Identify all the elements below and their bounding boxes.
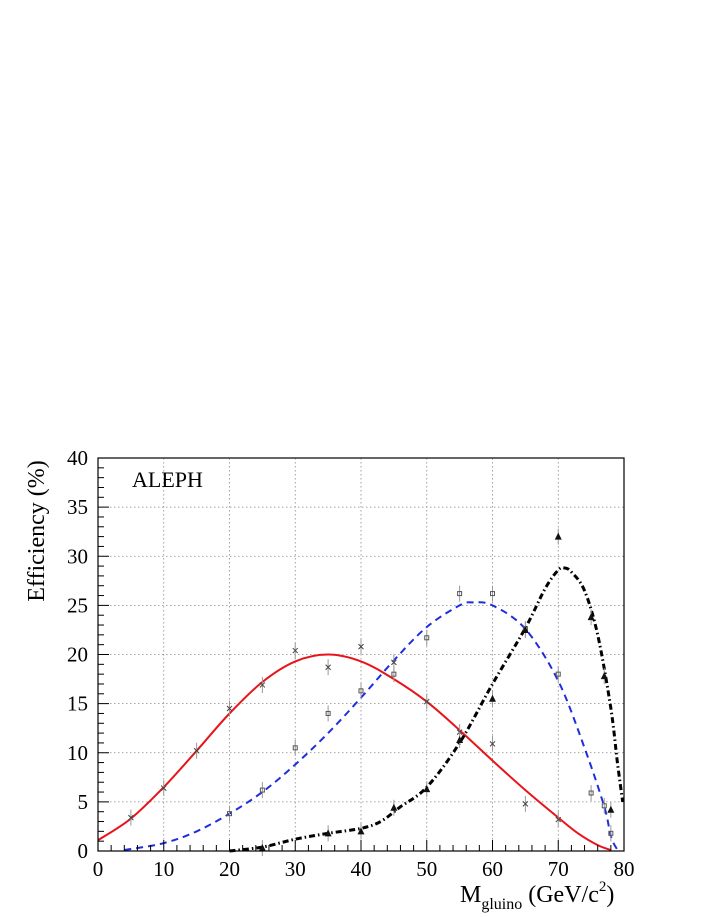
y-tick-label: 20 (67, 643, 88, 667)
x-tick-label: 70 (548, 857, 569, 881)
data-point-cross (522, 800, 529, 807)
data-point-cross (391, 659, 397, 666)
data-point-square (391, 671, 397, 677)
data-point-cross (259, 682, 266, 688)
data-point-square (227, 811, 232, 817)
data-point-square (259, 787, 265, 793)
data-point-triangle (607, 805, 615, 813)
data-point-cross (128, 814, 134, 821)
y-tick-label: 0 (78, 839, 89, 863)
y-tick-label: 15 (67, 692, 88, 716)
data-point-triangle (258, 844, 266, 852)
fit-curve-3 (229, 566, 625, 853)
fit-curve-2 (124, 601, 619, 851)
x-axis-title: Mgluino (GeV/c2) (460, 879, 614, 913)
data-point-square (555, 671, 561, 677)
data-point-triangle (587, 613, 595, 621)
data-point-triangle (554, 532, 562, 540)
data-point-square (608, 830, 614, 836)
data-point-cross (358, 643, 364, 650)
y-tick-label: 5 (78, 790, 89, 814)
x-axis-title-superscript: 2 (599, 879, 607, 895)
data-point-square (325, 710, 331, 716)
x-tick-label: 80 (614, 857, 635, 881)
y-tick-label: 10 (67, 741, 88, 765)
data-point-triangle (390, 803, 398, 811)
data-point-cross (489, 741, 496, 747)
y-tick-label: 40 (67, 446, 88, 470)
x-tick-label: 50 (416, 857, 437, 881)
data-point-triangle (423, 785, 431, 793)
aleph-label: ALEPH (132, 467, 203, 492)
x-tick-label: 40 (351, 857, 372, 881)
data-point-triangle (357, 827, 365, 835)
data-point-square (457, 591, 463, 597)
y-tick-label: 25 (67, 593, 88, 617)
axis-ticks: 0 10 20 30 40 50 60 70 80 0 5 10 15 20 25 30 35 40 (67, 446, 635, 881)
x-tick-label: 30 (285, 857, 306, 881)
y-axis-title: Efficiency (%) (24, 460, 50, 601)
data-point-triangle (489, 694, 496, 702)
data-point-cross (226, 705, 233, 712)
data-point-cross (292, 647, 299, 654)
data-point-cross (160, 785, 167, 791)
x-axis-title-unit: (GeV/c (522, 882, 599, 908)
data-point-triangle (521, 625, 529, 633)
x-tick-label: 10 (153, 857, 174, 881)
data-point-triangle (456, 735, 464, 743)
x-axis-title-main: M (460, 882, 481, 908)
data-point-square (490, 591, 495, 597)
data-point-cross (555, 816, 562, 823)
x-axis-title-close: ) (606, 882, 614, 908)
data-point-triangle (324, 829, 332, 837)
x-tick-label: 0 (93, 857, 104, 881)
x-axis-title-subscript: gluino (481, 896, 522, 913)
fit-curve-1 (97, 653, 612, 851)
data-point-triangle (600, 672, 608, 680)
data-point-cross (423, 698, 430, 705)
data-point-square (424, 635, 430, 641)
data-points (128, 528, 615, 857)
y-tick-label: 35 (67, 495, 88, 519)
x-tick-label: 60 (482, 857, 503, 881)
data-point-square (588, 790, 594, 796)
x-tick-label: 20 (219, 857, 240, 881)
data-point-cross (325, 664, 331, 671)
data-point-square (292, 745, 298, 751)
data-point-cross (193, 747, 200, 754)
data-point-square (358, 688, 364, 694)
data-point-square (601, 803, 607, 809)
y-tick-label: 30 (67, 544, 88, 568)
fit-curves (97, 566, 625, 853)
